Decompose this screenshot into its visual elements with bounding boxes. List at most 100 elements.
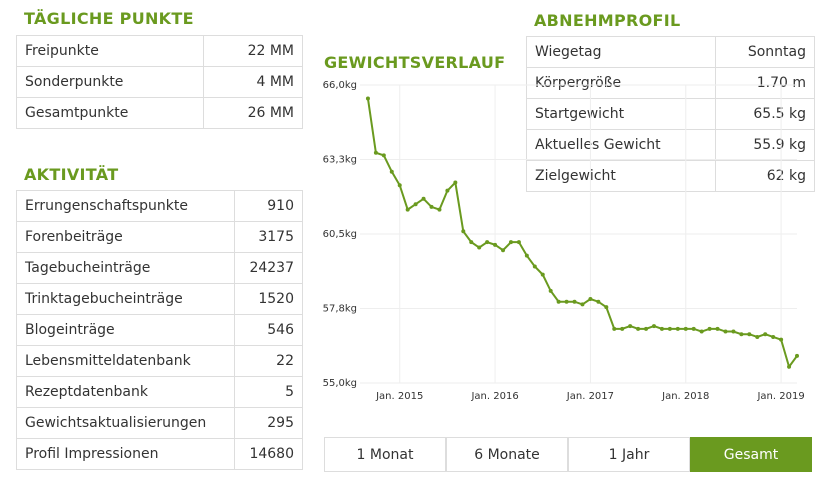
row-label: Gewichtsaktualisierungen — [15, 407, 236, 439]
row-label: Zielgewicht — [526, 160, 716, 192]
data-point — [612, 326, 617, 331]
table-row: Zielgewicht 62 kg — [526, 160, 816, 192]
row-value: 1520 — [234, 283, 303, 315]
data-point — [405, 207, 410, 212]
chart-title: GEWICHTSVERLAUF — [324, 53, 506, 72]
row-label: Rezeptdatenbank — [15, 376, 236, 408]
data-point — [365, 96, 370, 101]
data-point — [572, 299, 577, 304]
data-point — [477, 245, 482, 250]
data-point — [381, 153, 386, 158]
row-label: Körpergröße — [526, 67, 716, 99]
data-point — [779, 337, 784, 342]
data-point — [731, 329, 736, 334]
row-label: Wiegetag — [526, 36, 716, 68]
data-point — [532, 264, 537, 269]
range-button[interactable]: Gesamt — [690, 437, 812, 472]
table-row: Forenbeiträge 3175 — [15, 221, 303, 253]
table-row: Profil Impressionen 14680 — [15, 438, 303, 470]
row-value: 55.9 kg — [714, 129, 816, 161]
x-tick-label: Jan. 2018 — [661, 391, 709, 402]
data-point — [755, 334, 760, 339]
table-row: Trinktagebucheinträge 1520 — [15, 283, 303, 315]
activity-table: Errungenschaftspunkte 910 Forenbeiträge 317… — [15, 190, 303, 470]
data-point — [437, 207, 442, 212]
table-row: Errungenschaftspunkte 910 — [15, 190, 303, 222]
range-buttons: 1 Monat 6 Monate 1 Jahr Gesamt — [324, 437, 812, 472]
data-point — [699, 329, 704, 334]
data-point — [675, 326, 680, 331]
table-row: Sonderpunkte 4 MM — [15, 66, 303, 98]
data-point — [636, 326, 641, 331]
row-label: Trinktagebucheinträge — [15, 283, 236, 315]
row-value: 14680 — [234, 438, 303, 470]
table-row: Körpergröße 1.70 m — [526, 67, 816, 99]
section-title: TÄGLICHE PUNKTE — [24, 9, 194, 28]
row-value: Sonntag — [714, 36, 816, 68]
row-value: 65.5 kg — [714, 98, 816, 130]
row-value: 22 MM — [203, 35, 303, 67]
data-point — [548, 288, 553, 293]
range-button[interactable]: 1 Monat — [324, 437, 446, 472]
data-point — [485, 240, 490, 245]
range-button[interactable]: 6 Monate — [446, 437, 568, 472]
range-button[interactable]: 1 Jahr — [568, 437, 690, 472]
table-row: Gesamtpunkte 26 MM — [15, 97, 303, 129]
data-point — [683, 326, 688, 331]
data-point — [644, 326, 649, 331]
row-value: 1.70 m — [714, 67, 816, 99]
row-value: 24237 — [234, 252, 303, 284]
data-point — [445, 188, 450, 193]
y-tick-label: 63,3kg — [323, 155, 357, 166]
data-point — [739, 332, 744, 337]
data-point — [508, 240, 513, 245]
data-point — [763, 332, 768, 337]
x-tick-label: Jan. 2015 — [375, 391, 423, 402]
row-label: Errungenschaftspunkte — [15, 190, 236, 222]
row-label: Startgewicht — [526, 98, 716, 130]
row-value: 26 MM — [203, 97, 303, 129]
data-point — [453, 180, 458, 185]
data-point — [540, 272, 545, 277]
row-label: Lebensmitteldatenbank — [15, 345, 236, 377]
table-row: Tagebucheinträge 24237 — [15, 252, 303, 284]
data-point — [461, 229, 466, 234]
data-point — [628, 324, 633, 329]
row-label: Gesamtpunkte — [15, 97, 205, 129]
row-label: Forenbeiträge — [15, 221, 236, 253]
data-point — [659, 326, 664, 331]
row-value: 910 — [234, 190, 303, 222]
data-point — [389, 169, 394, 174]
y-tick-label: 60,5kg — [323, 229, 357, 240]
table-row: Blogeinträge 546 — [15, 314, 303, 346]
table-row: Lebensmitteldatenbank 22 — [15, 345, 303, 377]
data-point — [421, 196, 426, 201]
table-row: Aktuelles Gewicht 55.9 kg — [526, 129, 816, 161]
x-tick-label: Jan. 2019 — [756, 391, 804, 402]
row-value: 295 — [234, 407, 303, 439]
data-point — [373, 150, 378, 155]
table-row: Startgewicht 65.5 kg — [526, 98, 816, 130]
section-title: ABNEHMPROFIL — [534, 11, 681, 30]
x-tick-label: Jan. 2016 — [470, 391, 518, 402]
data-point — [667, 326, 672, 331]
row-label: Sonderpunkte — [15, 66, 205, 98]
data-point — [516, 240, 521, 245]
data-point — [771, 334, 776, 339]
data-point — [501, 248, 506, 253]
table-row: Rezeptdatenbank 5 — [15, 376, 303, 408]
row-label: Tagebucheinträge — [15, 252, 236, 284]
row-value: 62 kg — [714, 160, 816, 192]
y-tick-label: 57,8kg — [323, 304, 357, 315]
data-point — [651, 324, 656, 329]
profile-table: Wiegetag Sonntag Körpergröße 1.70 m Startgew… — [526, 36, 816, 192]
data-point — [596, 299, 601, 304]
row-value: 546 — [234, 314, 303, 346]
data-point — [564, 299, 569, 304]
row-label: Freipunkte — [15, 35, 205, 67]
data-point — [787, 364, 792, 369]
data-point — [588, 297, 593, 302]
row-value: 5 — [234, 376, 303, 408]
row-value: 4 MM — [203, 66, 303, 98]
